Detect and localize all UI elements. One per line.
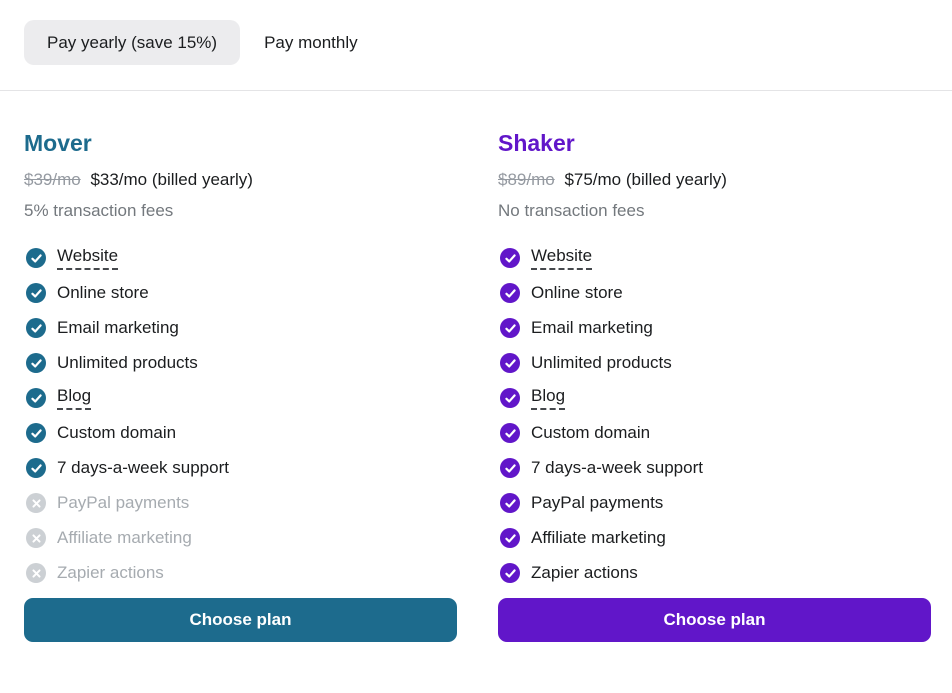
- feature-label: Custom domain: [57, 423, 177, 442]
- feature-label: Affiliate marketing: [531, 528, 666, 547]
- billing-yearly-button[interactable]: Pay yearly (save 15%): [24, 20, 241, 65]
- feature-row: PayPal payments: [498, 493, 931, 513]
- choose-plan-button[interactable]: Choose plan: [498, 598, 931, 642]
- feature-label[interactable]: Website: [531, 246, 593, 270]
- plan-price: $89/mo $75/mo (billed yearly): [498, 168, 931, 191]
- feature-label: PayPal payments: [57, 493, 190, 512]
- check-icon: [500, 248, 520, 268]
- feature-row: Custom domain: [24, 423, 457, 443]
- billing-monthly-button[interactable]: Pay monthly: [241, 20, 381, 65]
- check-icon: [500, 353, 520, 373]
- feature-row: 7 days-a-week support: [498, 458, 931, 478]
- check-icon: [26, 388, 46, 408]
- feature-row: Online store: [498, 283, 931, 303]
- pricing-page: Pay yearly (save 15%) Pay monthly Mover …: [0, 0, 952, 642]
- check-icon: [26, 248, 46, 268]
- feature-label: Zapier actions: [57, 563, 164, 582]
- feature-list: Website Online store Email marketing Unlimi…: [24, 246, 457, 583]
- original-price: $39/mo: [24, 170, 81, 189]
- original-price: $89/mo: [498, 170, 555, 189]
- feature-row: Email marketing: [24, 318, 457, 338]
- plan-title: Shaker: [498, 130, 575, 156]
- check-icon: [26, 458, 46, 478]
- feature-label: 7 days-a-week support: [531, 458, 703, 477]
- current-price: $33/mo (billed yearly): [90, 170, 253, 189]
- plan-card-mover: Mover $39/mo $33/mo (billed yearly) 5% t…: [24, 129, 457, 642]
- feature-row: Affiliate marketing: [24, 528, 457, 548]
- plan-price: $39/mo $33/mo (billed yearly): [24, 168, 457, 191]
- feature-row: Blog: [498, 386, 931, 410]
- feature-row: Zapier actions: [24, 563, 457, 583]
- feature-label: Zapier actions: [531, 563, 638, 582]
- feature-label[interactable]: Website: [57, 246, 119, 270]
- check-icon: [500, 388, 520, 408]
- x-icon: [26, 563, 46, 583]
- choose-plan-button[interactable]: Choose plan: [24, 598, 457, 642]
- billing-toggle: Pay yearly (save 15%) Pay monthly: [0, 0, 952, 65]
- feature-row: 7 days-a-week support: [24, 458, 457, 478]
- feature-row: Custom domain: [498, 423, 931, 443]
- feature-label: Online store: [57, 283, 149, 302]
- feature-label: Affiliate marketing: [57, 528, 192, 547]
- feature-row: Blog: [24, 386, 457, 410]
- header-divider: [0, 90, 952, 91]
- x-icon: [26, 528, 46, 548]
- check-icon: [26, 423, 46, 443]
- transaction-fees-note: 5% transaction fees: [24, 201, 174, 220]
- feature-label[interactable]: Blog: [531, 386, 566, 410]
- feature-label[interactable]: Blog: [57, 386, 92, 410]
- check-icon: [26, 318, 46, 338]
- check-icon: [500, 423, 520, 443]
- feature-label: Email marketing: [531, 318, 653, 337]
- plan-card-shaker: Shaker $89/mo $75/mo (billed yearly) No …: [498, 129, 931, 642]
- feature-row: Online store: [24, 283, 457, 303]
- check-icon: [500, 528, 520, 548]
- check-icon: [500, 318, 520, 338]
- feature-row: PayPal payments: [24, 493, 457, 513]
- transaction-fees-note: No transaction fees: [498, 201, 645, 220]
- plan-columns: Mover $39/mo $33/mo (billed yearly) 5% t…: [0, 91, 952, 642]
- feature-list: Website Online store Email marketing Unlimi…: [498, 246, 931, 583]
- feature-label: Unlimited products: [531, 353, 672, 372]
- check-icon: [500, 563, 520, 583]
- check-icon: [26, 283, 46, 303]
- check-icon: [500, 493, 520, 513]
- plan-title: Mover: [24, 130, 92, 156]
- feature-row: Affiliate marketing: [498, 528, 931, 548]
- feature-label: Custom domain: [531, 423, 651, 442]
- x-icon: [26, 493, 46, 513]
- feature-label: PayPal payments: [531, 493, 664, 512]
- feature-label: Email marketing: [57, 318, 179, 337]
- feature-row: Zapier actions: [498, 563, 931, 583]
- feature-label: Online store: [531, 283, 623, 302]
- feature-label: Unlimited products: [57, 353, 198, 372]
- check-icon: [26, 353, 46, 373]
- current-price: $75/mo (billed yearly): [564, 170, 727, 189]
- feature-row: Email marketing: [498, 318, 931, 338]
- feature-label: 7 days-a-week support: [57, 458, 229, 477]
- feature-row: Website: [24, 246, 457, 270]
- feature-row: Website: [498, 246, 931, 270]
- check-icon: [500, 283, 520, 303]
- check-icon: [500, 458, 520, 478]
- feature-row: Unlimited products: [24, 353, 457, 373]
- feature-row: Unlimited products: [498, 353, 931, 373]
